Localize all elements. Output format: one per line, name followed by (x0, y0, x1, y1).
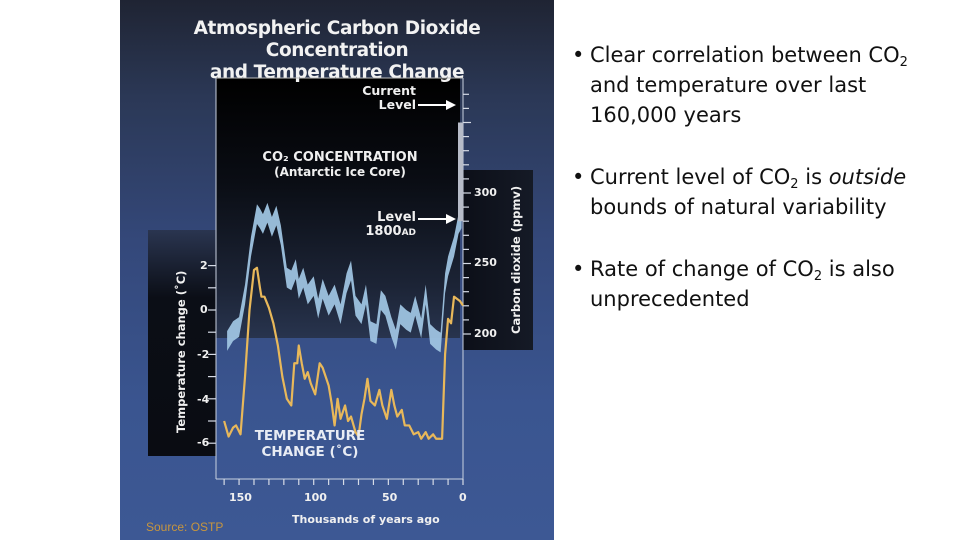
co2-heading: CO₂ CONCENTRATION (262, 150, 418, 165)
co2-recent-rise-bar (458, 122, 463, 222)
temp-tick-minus6: -6 (197, 436, 210, 449)
temp-tick-minus2: -2 (197, 348, 210, 361)
temperature-heading-line1: TEMPERATURE (254, 428, 366, 444)
annotation-1800-line1: Level (377, 210, 416, 225)
co2-series-label: CO₂ CONCENTRATION (Antarctic Ice Core) (250, 150, 430, 180)
bullet-text: bounds of natural variability (590, 195, 887, 219)
annotation-current-line1: Current (362, 83, 416, 98)
temperature-heading-line2: CHANGE (˚C) (261, 444, 359, 460)
x-axis-label: Thousands of years ago (292, 513, 440, 526)
annotation-1800-suffix: AD (401, 228, 416, 238)
bullet-text: Rate of change of CO (590, 257, 814, 281)
temp-tick-minus4: -4 (197, 393, 210, 406)
temperature-change-line (223, 266, 464, 440)
co2-concentration-band (227, 112, 463, 353)
bullet-text: Current level of CO (590, 165, 791, 189)
temperature-series-label: TEMPERATURE CHANGE (˚C) (250, 428, 370, 460)
source-label: Source: OSTP (146, 520, 224, 534)
annotation-1800ad: Level 1800AD (352, 211, 416, 240)
bullet-rate-of-change: • Rate of change of CO2 is also unpreced… (570, 254, 950, 314)
x-tick-0: 0 (459, 491, 467, 504)
temperature-axis-label: Temperature change (˚C) (174, 270, 188, 433)
bullet-text: and temperature over last 160,000 years (590, 73, 867, 127)
bullet-list: • Clear correlation between CO2 and temp… (570, 40, 950, 346)
bullet-text: is also unprecedented (590, 257, 895, 311)
bullet-text: is (798, 165, 829, 189)
bullet-icon: • (572, 257, 585, 281)
x-tick-100: 100 (304, 491, 327, 504)
bullet-correlation: • Clear correlation between CO2 and temp… (570, 40, 950, 130)
subscript: 2 (790, 177, 799, 192)
x-tick-50: 50 (382, 491, 398, 504)
co2-tick-250: 250 (474, 256, 497, 269)
co2-axis-label: Carbon dioxide (ppmv) (509, 185, 523, 334)
co2-subheading: (Antarctic Ice Core) (274, 165, 406, 179)
bullet-text: Clear correlation between CO (590, 43, 900, 67)
bullet-icon: • (572, 43, 585, 67)
emphasis-text: outside (828, 165, 907, 189)
temp-tick-2: 2 (200, 259, 208, 272)
current-level-arrow-icon-head (446, 100, 456, 110)
co2-tick-200: 200 (474, 327, 497, 340)
subscript: 2 (813, 269, 823, 284)
subscript: 2 (899, 55, 908, 70)
co2-axis-backdrop (463, 170, 533, 350)
figure-title-line1: Atmospheric Carbon Dioxide Concentration (193, 18, 481, 61)
bullet-current-level: • Current level of CO2 is outside bounds… (570, 162, 950, 222)
x-tick-150: 150 (229, 491, 252, 504)
annotation-1800-year: 1800 (365, 224, 402, 239)
annotation-current-line2: Level (378, 97, 416, 112)
level-1800-arrow-icon-head (446, 214, 456, 224)
bullet-icon: • (572, 165, 585, 189)
temperature-axis-backdrop (148, 230, 216, 456)
annotation-current-level: Current Level (350, 84, 416, 112)
temp-tick-0: 0 (200, 303, 208, 316)
co2-tick-300: 300 (474, 186, 497, 199)
